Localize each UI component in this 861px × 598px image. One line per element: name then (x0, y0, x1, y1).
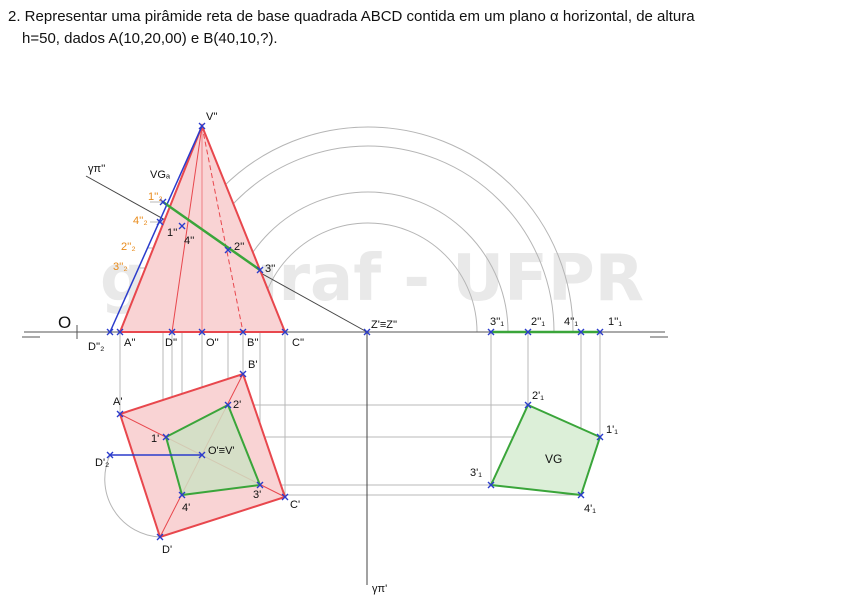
point-marker (156, 533, 164, 541)
label-2-2: 2''₂ (121, 241, 136, 253)
point-marker (596, 328, 604, 336)
problem-statement: 2. Representar uma pirâmide reta de base… (8, 6, 858, 50)
label-3-2: 3''₂ (113, 261, 128, 273)
point-marker (487, 328, 495, 336)
problem-line-2: h=50, dados A(10,20,00) e B(40,10,?). (22, 30, 278, 47)
label-z-front: Z'≡Z'' (371, 319, 397, 331)
point-marker (106, 328, 114, 336)
point-marker (224, 246, 232, 254)
label-3-top: 3' (253, 489, 261, 501)
edge-vb-hidden (201, 125, 244, 333)
label-4-1-top: 4'₁ (584, 503, 596, 515)
label-vg-a: VGₐ (150, 169, 171, 181)
point-marker (239, 328, 247, 336)
label-d2-top: D'₂ (95, 457, 109, 469)
point-marker (156, 218, 164, 226)
top-view-pyramid (110, 372, 287, 539)
label-o: O (58, 313, 71, 332)
point-marker (596, 433, 604, 441)
point-marker (281, 328, 289, 336)
label-gamma-front: γπ'' (88, 163, 105, 175)
label-2-front: 2'' (234, 241, 244, 253)
point-marker (198, 328, 206, 336)
label-3-1-top: 3'₁ (470, 467, 482, 479)
point-marker (178, 491, 186, 499)
label-gamma-top: γπ' (372, 583, 387, 595)
true-length-edge (109, 125, 203, 333)
label-4-1-front: 4''₁ (564, 316, 578, 328)
point-marker (577, 328, 585, 336)
point-marker (116, 328, 124, 336)
label-v-front: V'' (206, 111, 218, 123)
label-2-top: 2' (233, 399, 241, 411)
label-1-1-top: 1'₁ (606, 424, 618, 436)
label-1-2: 1''₂ (148, 191, 163, 203)
label-d2-front: D''₂ (88, 341, 104, 353)
point-marker (198, 451, 206, 459)
point-marker (224, 401, 232, 409)
ground-line-group (22, 175, 668, 585)
label-b-top: B' (248, 359, 257, 371)
point-marker (168, 328, 176, 336)
label-c-front: C'' (292, 337, 304, 349)
arc-d-rotation (104, 454, 161, 538)
edge-vd (171, 125, 203, 333)
point-marker (487, 481, 495, 489)
label-c-top: C' (290, 499, 300, 511)
point-marker (524, 328, 532, 336)
label-3-1-front: 3''₁ (490, 316, 504, 328)
label-4-top: 4' (182, 502, 190, 514)
point-marker (256, 266, 264, 274)
label-4-2: 4''₂ (133, 215, 148, 227)
point-marker (239, 370, 247, 378)
point-markers (106, 122, 604, 541)
label-ov-top: O'≡V' (208, 445, 235, 457)
front-view-pyramid (109, 123, 287, 333)
problem-line-1: 2. Representar uma pirâmide reta de base… (8, 8, 695, 25)
label-2-1-front: 2''₁ (531, 316, 545, 328)
point-marker (524, 401, 532, 409)
label-d-top: D' (162, 544, 172, 556)
point-marker (116, 410, 124, 418)
section-trace-front (162, 200, 261, 272)
point-marker (162, 433, 170, 441)
point-marker (577, 491, 585, 499)
arc-4 (258, 222, 478, 333)
label-1-top: 1' (151, 433, 159, 445)
point-marker (106, 451, 114, 459)
point-marker (281, 493, 289, 501)
labels: O D''₂ A'' D'' O'' B'' C'' V'' Z'≡Z'' VG… (58, 111, 622, 595)
label-1-1-front: 1''₁ (608, 316, 622, 328)
label-4-front: 4'' (184, 235, 194, 247)
label-3-front: 3'' (265, 263, 275, 275)
label-1-front: 1'' (167, 227, 177, 239)
label-a-front: A'' (124, 337, 136, 349)
label-o-front: O'' (206, 337, 219, 349)
label-vg: VG (545, 452, 562, 466)
label-d-front: D'' (165, 337, 177, 349)
label-b-front: B'' (247, 337, 259, 349)
point-marker (178, 222, 186, 230)
true-size-section (489, 403, 602, 497)
label-a-top: A' (113, 396, 122, 408)
point-marker (159, 198, 167, 206)
point-marker (198, 122, 206, 130)
point-marker (256, 481, 264, 489)
label-2-1-top: 2'₁ (532, 390, 544, 402)
point-marker (363, 328, 371, 336)
